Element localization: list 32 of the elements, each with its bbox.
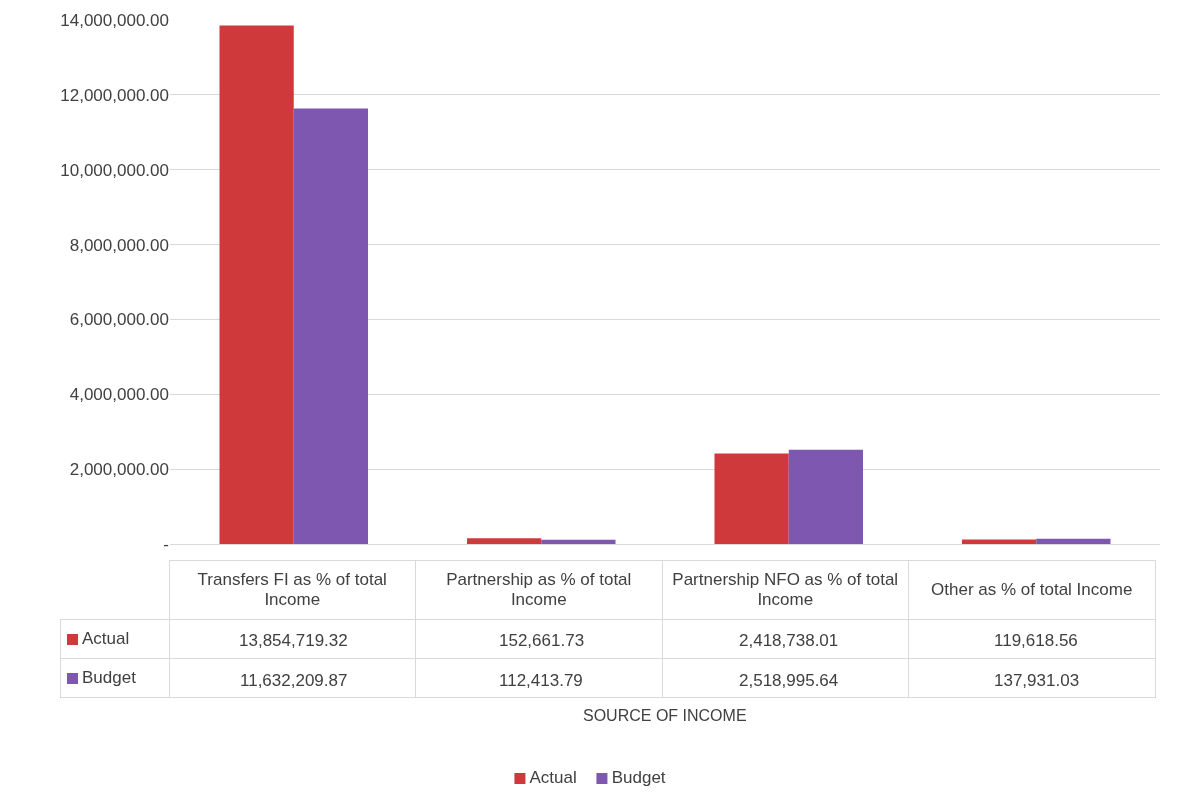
data-label: 13,854,719.32 — [239, 631, 348, 650]
data-label: 119,618.56 — [994, 631, 1078, 650]
x-tick-label: Other as % of total Income — [908, 560, 1155, 620]
text: Budget — [611, 768, 666, 787]
bar — [714, 453, 789, 544]
bar — [1036, 538, 1111, 544]
y-tick-label: 4,000,000.00 — [69, 385, 169, 405]
y-tick-label: 14,000,000.00 — [60, 10, 169, 30]
bar — [293, 108, 368, 544]
data-label: 152,661.73 — [499, 631, 585, 650]
data-label: 2,418,738.01 — [739, 631, 839, 650]
x-tick-label: Transfers FI as % of total Income — [169, 560, 416, 620]
bar — [467, 538, 542, 544]
x-tick-label: Partnership as % of total Income — [415, 560, 662, 620]
data-label: 2,518,995.64 — [739, 671, 839, 690]
data-label: 11,632,209.87 — [240, 671, 348, 690]
y-tick-label: 2,000,000.00 — [69, 460, 169, 480]
x-tick-label: Partnership NFO as % of total Income — [662, 560, 909, 620]
text: Actual — [529, 768, 577, 787]
bar — [541, 539, 616, 544]
data-label: 112,413.79 — [499, 671, 583, 690]
y-tick-label: 12,000,000.00 — [60, 85, 169, 105]
bar — [219, 25, 294, 544]
y-tick-label: 6,000,000.00 — [69, 310, 169, 330]
y-tick-label: 10,000,000.00 — [60, 160, 169, 180]
legend-label: Actual — [60, 619, 169, 659]
bar — [788, 449, 863, 544]
data-label: 137,931.03 — [994, 671, 1080, 690]
source-note: SOURCE OF INCOME — [583, 707, 747, 724]
y-tick-label: - — [163, 534, 169, 554]
y-tick-label: 8,000,000.00 — [69, 235, 169, 255]
legend-label: Budget — [60, 658, 169, 698]
